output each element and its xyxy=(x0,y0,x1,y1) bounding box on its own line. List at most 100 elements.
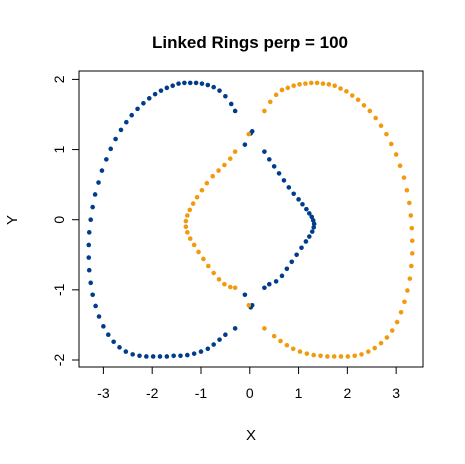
data-point-series-2 xyxy=(199,187,205,193)
x-axis: -3 -2 -1 0 1 2 3 xyxy=(97,367,400,401)
data-point-series-1 xyxy=(291,191,296,197)
data-point-series-2 xyxy=(408,213,414,218)
data-point-series-1 xyxy=(99,168,105,173)
data-point-series-2 xyxy=(388,141,394,147)
data-point-series-2 xyxy=(407,276,413,281)
data-point-series-2 xyxy=(185,230,190,235)
data-point-series-2 xyxy=(355,97,361,103)
data-point-series-1 xyxy=(117,345,122,350)
data-point-series-1 xyxy=(311,225,317,230)
data-point-series-2 xyxy=(338,86,343,91)
data-point-series-1 xyxy=(284,266,290,272)
data-point-series-1 xyxy=(311,221,317,227)
data-point-series-2 xyxy=(372,345,377,351)
data-point-series-2 xyxy=(366,349,371,354)
data-point-series-2 xyxy=(405,288,410,293)
data-point-series-1 xyxy=(137,353,142,359)
data-point-series-2 xyxy=(326,82,332,87)
data-point-series-1 xyxy=(262,285,267,291)
data-point-series-2 xyxy=(201,256,206,262)
data-point-series-1 xyxy=(191,351,197,356)
data-point-series-2 xyxy=(344,89,349,94)
data-point-series-2 xyxy=(311,352,317,358)
data-point-series-2 xyxy=(304,351,310,356)
data-point-series-2 xyxy=(191,242,197,248)
data-point-series-1 xyxy=(96,314,102,319)
data-point-series-1 xyxy=(211,342,216,347)
data-point-series-1 xyxy=(150,354,156,359)
data-point-series-2 xyxy=(303,81,308,86)
y-tick-label: 0 xyxy=(51,216,67,224)
data-point-series-2 xyxy=(408,263,414,269)
data-point-series-1 xyxy=(101,324,106,329)
data-point-series-1 xyxy=(86,242,92,248)
data-point-series-2 xyxy=(284,342,290,348)
data-point-series-1 xyxy=(296,197,301,202)
data-point-series-2 xyxy=(409,238,415,244)
data-point-series-1 xyxy=(164,85,170,91)
y-axis: -2 -1 0 1 2 xyxy=(51,75,79,366)
data-point-series-1 xyxy=(171,353,176,359)
data-point-series-2 xyxy=(349,93,355,98)
data-point-series-1 xyxy=(266,281,272,287)
data-point-series-1 xyxy=(164,354,170,359)
data-point-series-2 xyxy=(378,123,384,129)
data-point-series-2 xyxy=(262,326,267,331)
data-point-series-2 xyxy=(291,83,296,89)
data-point-series-1 xyxy=(187,80,193,86)
data-point-series-1 xyxy=(86,230,92,235)
y-tick-label: -2 xyxy=(51,354,67,367)
data-point-series-2 xyxy=(190,201,196,206)
data-point-series-2 xyxy=(378,340,384,346)
data-point-series-1 xyxy=(90,204,95,210)
data-point-series-1 xyxy=(88,280,94,286)
y-tick-label: -1 xyxy=(51,283,67,296)
data-point-series-1 xyxy=(232,108,238,114)
data-point-series-1 xyxy=(304,206,309,212)
data-point-series-2 xyxy=(308,80,314,86)
x-tick-label: -1 xyxy=(195,385,208,401)
data-point-series-1 xyxy=(88,217,94,223)
data-point-series-1 xyxy=(217,88,222,93)
data-point-series-2 xyxy=(232,285,238,291)
data-point-series-1 xyxy=(309,214,315,220)
data-point-series-1 xyxy=(90,292,95,298)
data-point-series-2 xyxy=(273,92,279,98)
y-axis-label: Y xyxy=(4,215,21,225)
data-point-series-2 xyxy=(227,284,233,290)
data-point-series-2 xyxy=(404,187,410,193)
data-point-series-1 xyxy=(178,353,183,359)
data-point-series-2 xyxy=(318,353,323,359)
data-point-series-1 xyxy=(273,279,279,284)
x-tick-label: 1 xyxy=(295,385,303,401)
data-point-series-1 xyxy=(299,245,304,251)
x-tick-label: 2 xyxy=(343,385,351,401)
data-point-series-2 xyxy=(267,99,273,105)
data-point-series-2 xyxy=(297,82,302,87)
y-tick-label: 1 xyxy=(51,145,67,153)
data-point-series-2 xyxy=(398,309,404,315)
data-point-series-1 xyxy=(199,81,205,86)
data-point-series-1 xyxy=(205,82,211,88)
data-point-series-1 xyxy=(193,80,199,86)
data-point-series-2 xyxy=(204,180,210,186)
data-point-series-2 xyxy=(345,354,351,359)
chart-title: Linked Rings perp = 100 xyxy=(152,33,348,52)
data-point-series-2 xyxy=(389,328,395,333)
data-point-series-2 xyxy=(246,302,252,308)
data-point-series-1 xyxy=(309,229,315,234)
data-point-series-2 xyxy=(222,281,227,287)
data-point-series-2 xyxy=(246,131,252,137)
data-point-series-2 xyxy=(384,335,390,340)
data-point-series-1 xyxy=(307,234,312,239)
plot-frame xyxy=(78,70,424,368)
x-tick-label: -2 xyxy=(146,385,159,401)
data-point-series-1 xyxy=(223,332,228,338)
data-point-series-1 xyxy=(262,149,267,154)
data-point-series-1 xyxy=(111,339,116,345)
data-point-series-1 xyxy=(211,84,216,90)
data-point-series-1 xyxy=(276,171,282,176)
data-point-series-2 xyxy=(331,354,337,359)
data-point-series-1 xyxy=(266,157,272,162)
